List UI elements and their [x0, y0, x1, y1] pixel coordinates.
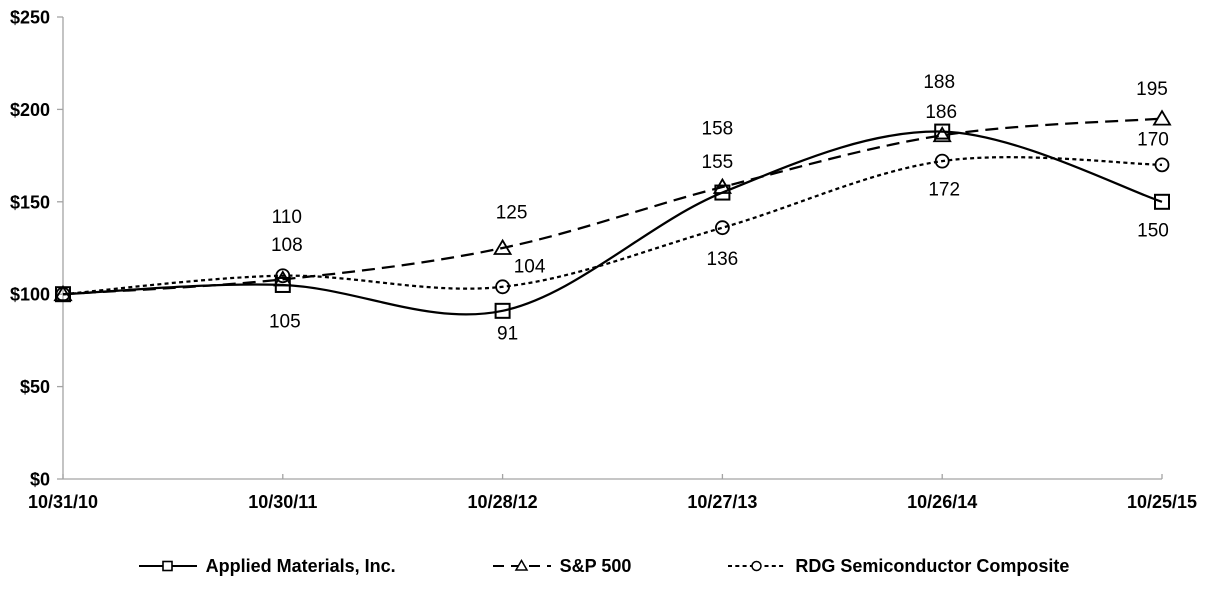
y-axis-label: $150	[10, 192, 50, 212]
triangle-marker-s-p-500	[1152, 109, 1172, 126]
chart-legend: Applied Materials, Inc. S&P 500 RDG Semi…	[0, 554, 1207, 578]
data-label: 125	[496, 203, 528, 224]
circle-marker-rdg-semiconductor-composite	[934, 153, 950, 169]
circle-marker-rdg-semiconductor-composite	[715, 220, 730, 236]
data-label: 91	[497, 323, 518, 344]
y-axis-label: $100	[10, 285, 50, 305]
legend-item-rdg: RDG Semiconductor Composite	[727, 554, 1069, 578]
square-marker-applied-materials-inc	[934, 123, 951, 140]
legend-label-applied-materials: Applied Materials, Inc.	[205, 556, 396, 576]
y-axis-label: $50	[20, 377, 50, 397]
data-label: 136	[707, 249, 739, 270]
y-axis-label: $250	[10, 8, 50, 28]
data-label: 150	[1137, 220, 1169, 241]
legend-label-sp500: S&P 500	[559, 556, 632, 576]
circle-marker-rdg-semiconductor-composite	[495, 279, 511, 295]
legend-item-applied-materials: Applied Materials, Inc.	[138, 554, 396, 578]
series-line-s-p-500	[62, 117, 1163, 296]
x-axis-label: 10/25/15	[1127, 492, 1197, 512]
legend-dotted-line-circle-icon	[728, 560, 787, 572]
series-line-applied-materials-inc	[62, 130, 1163, 316]
x-axis-label: 10/26/14	[907, 492, 977, 512]
data-label: 105	[269, 311, 301, 332]
legend-solid-line-square-icon	[138, 560, 197, 572]
x-axis-label: 10/28/12	[468, 492, 538, 512]
data-label: 170	[1137, 129, 1169, 150]
square-marker-applied-materials-inc	[1154, 193, 1170, 210]
legend-dashed-line-triangle-icon	[492, 559, 551, 571]
data-label: 172	[928, 180, 960, 201]
y-axis-label: $0	[30, 470, 50, 490]
triangle-marker-s-p-500	[273, 270, 293, 287]
data-label: 195	[1136, 79, 1168, 100]
chart-plot-area: $0 $50 $100 $150 $200 $250 10/31/10 10/30/11 10/…	[10, 8, 1197, 513]
triangle-marker-s-p-500	[932, 126, 952, 143]
x-axis-label: 10/27/13	[687, 492, 757, 512]
series-line-rdg-semiconductor-composite	[62, 156, 1163, 296]
data-label: 155	[702, 152, 734, 173]
square-marker-applied-materials-inc	[494, 302, 511, 319]
triangle-marker-s-p-500	[493, 238, 513, 255]
y-axis-label: $200	[10, 100, 50, 120]
data-label: 110	[272, 207, 302, 228]
data-label: 186	[925, 102, 957, 123]
data-label: 104	[514, 256, 546, 277]
circle-marker-rdg-semiconductor-composite	[55, 286, 71, 302]
data-label: 108	[271, 235, 303, 256]
x-axis-label: 10/30/11	[248, 492, 317, 512]
legend-item-sp500: S&P 500	[492, 554, 632, 578]
legend-label-rdg: RDG Semiconductor Composite	[795, 556, 1070, 576]
x-axis-label: 10/31/10	[28, 492, 98, 512]
circle-marker-rdg-semiconductor-composite	[275, 268, 291, 284]
triangle-marker-s-p-500	[712, 177, 732, 194]
circle-marker-rdg-semiconductor-composite	[1154, 157, 1170, 173]
data-label: 188	[923, 72, 955, 93]
data-label: 158	[702, 119, 734, 140]
